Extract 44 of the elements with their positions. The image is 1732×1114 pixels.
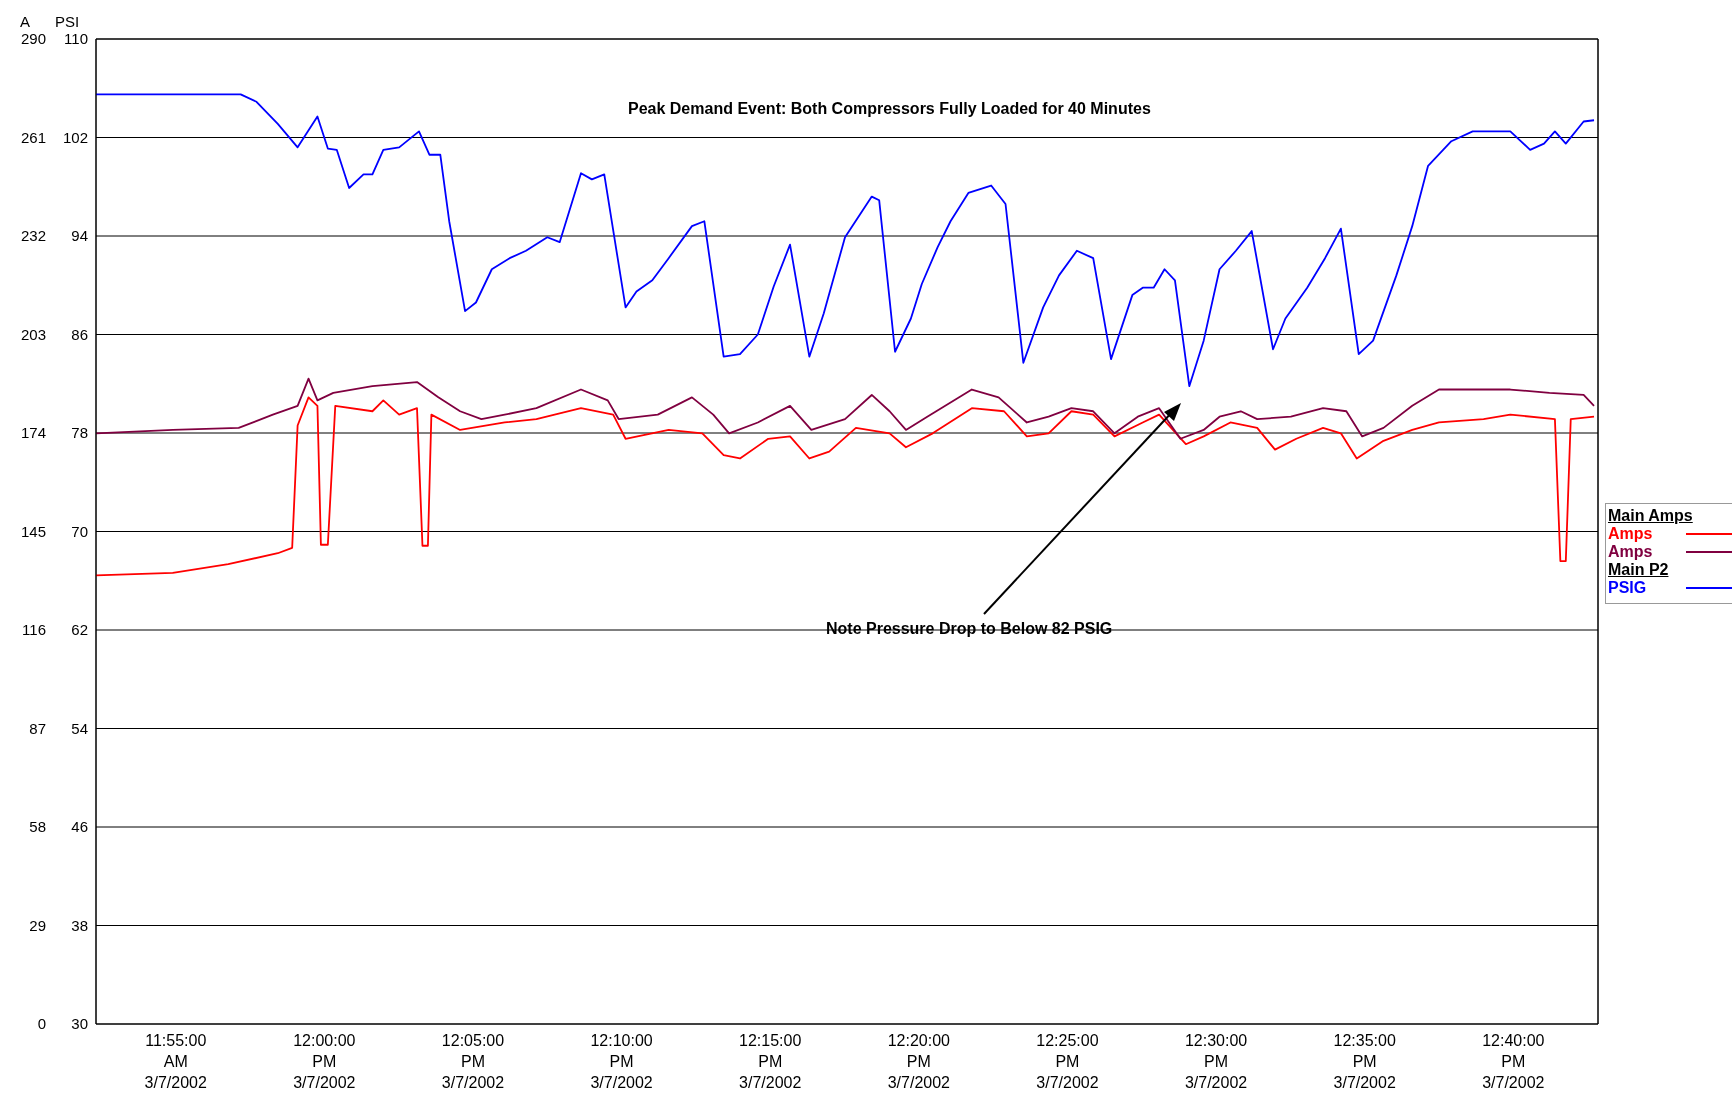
y-tick-label: 290 [20,30,46,48]
annotation: Peak Demand Event: Both Compressors Fully Loaded for 40 Minutes [628,100,1151,118]
y2-tick-label: 62 [71,621,88,639]
y-tick-label: 203 [20,325,46,343]
y2-tick-label: 86 [71,325,88,343]
y2-tick-label: 30 [71,1015,88,1033]
legend-label: Amps [1608,525,1654,543]
y-tick-label: 116 [22,621,46,639]
line-series [96,377,1595,440]
x-tick-label: 12:20:00 PM 3/7/2002 [887,1032,951,1091]
y2-tick-label: 102 [62,128,88,146]
x-tick-label: 12:25:00 PM 3/7/2002 [1036,1032,1099,1091]
y-tick-label: 87 [29,719,46,737]
y-tick-label: 261 [20,128,46,146]
x-tick-label: 12:05:00 PM 3/7/2002 [441,1032,505,1091]
text: Main P2 [1607,561,1670,579]
line-series [96,396,1595,577]
y2-tick-label: 110 [64,30,88,48]
y-tick-label: 58 [29,818,46,836]
y2-tick-label: 78 [71,424,88,442]
x-tick-label: 11:55:00 AM 3/7/2002 [144,1032,207,1091]
x-tick-label: 12:30:00 PM 3/7/2002 [1184,1032,1248,1091]
y2-axis-title: PSI [54,13,80,30]
y2-tick-label: 38 [71,916,88,934]
y2-tick-label: 94 [71,227,88,245]
text: PSIG [1608,579,1648,597]
annotation: Note Pressure Drop to Below 82 PSIG [826,620,1113,638]
y2-tick-label: 54 [71,719,88,737]
x-tick-label: 12:15:00 PM 3/7/2002 [739,1032,802,1091]
x-tick-label: 12:35:00 PM 3/7/2002 [1333,1032,1396,1091]
text: Main Amps [1607,507,1694,525]
x-tick-label: 12:40:00 PM 3/7/2002 [1482,1032,1545,1091]
y2-tick-label: 46 [71,818,88,836]
line-series [96,93,1595,388]
y2-tick-label: 70 [71,522,88,540]
y-tick-label: 232 [20,227,46,245]
y-tick-label: 0 [37,1015,46,1033]
y-tick-label: 145 [20,522,46,540]
x-tick-label: 12:00:00 PM 3/7/2002 [293,1032,356,1091]
y-tick-label: 174 [20,424,46,442]
y-axis-title: A [19,13,31,30]
x-tick-label: 12:10:00 PM 3/7/2002 [590,1032,653,1091]
y-tick-label: 29 [29,916,46,934]
legend-label: Amps [1608,543,1654,561]
